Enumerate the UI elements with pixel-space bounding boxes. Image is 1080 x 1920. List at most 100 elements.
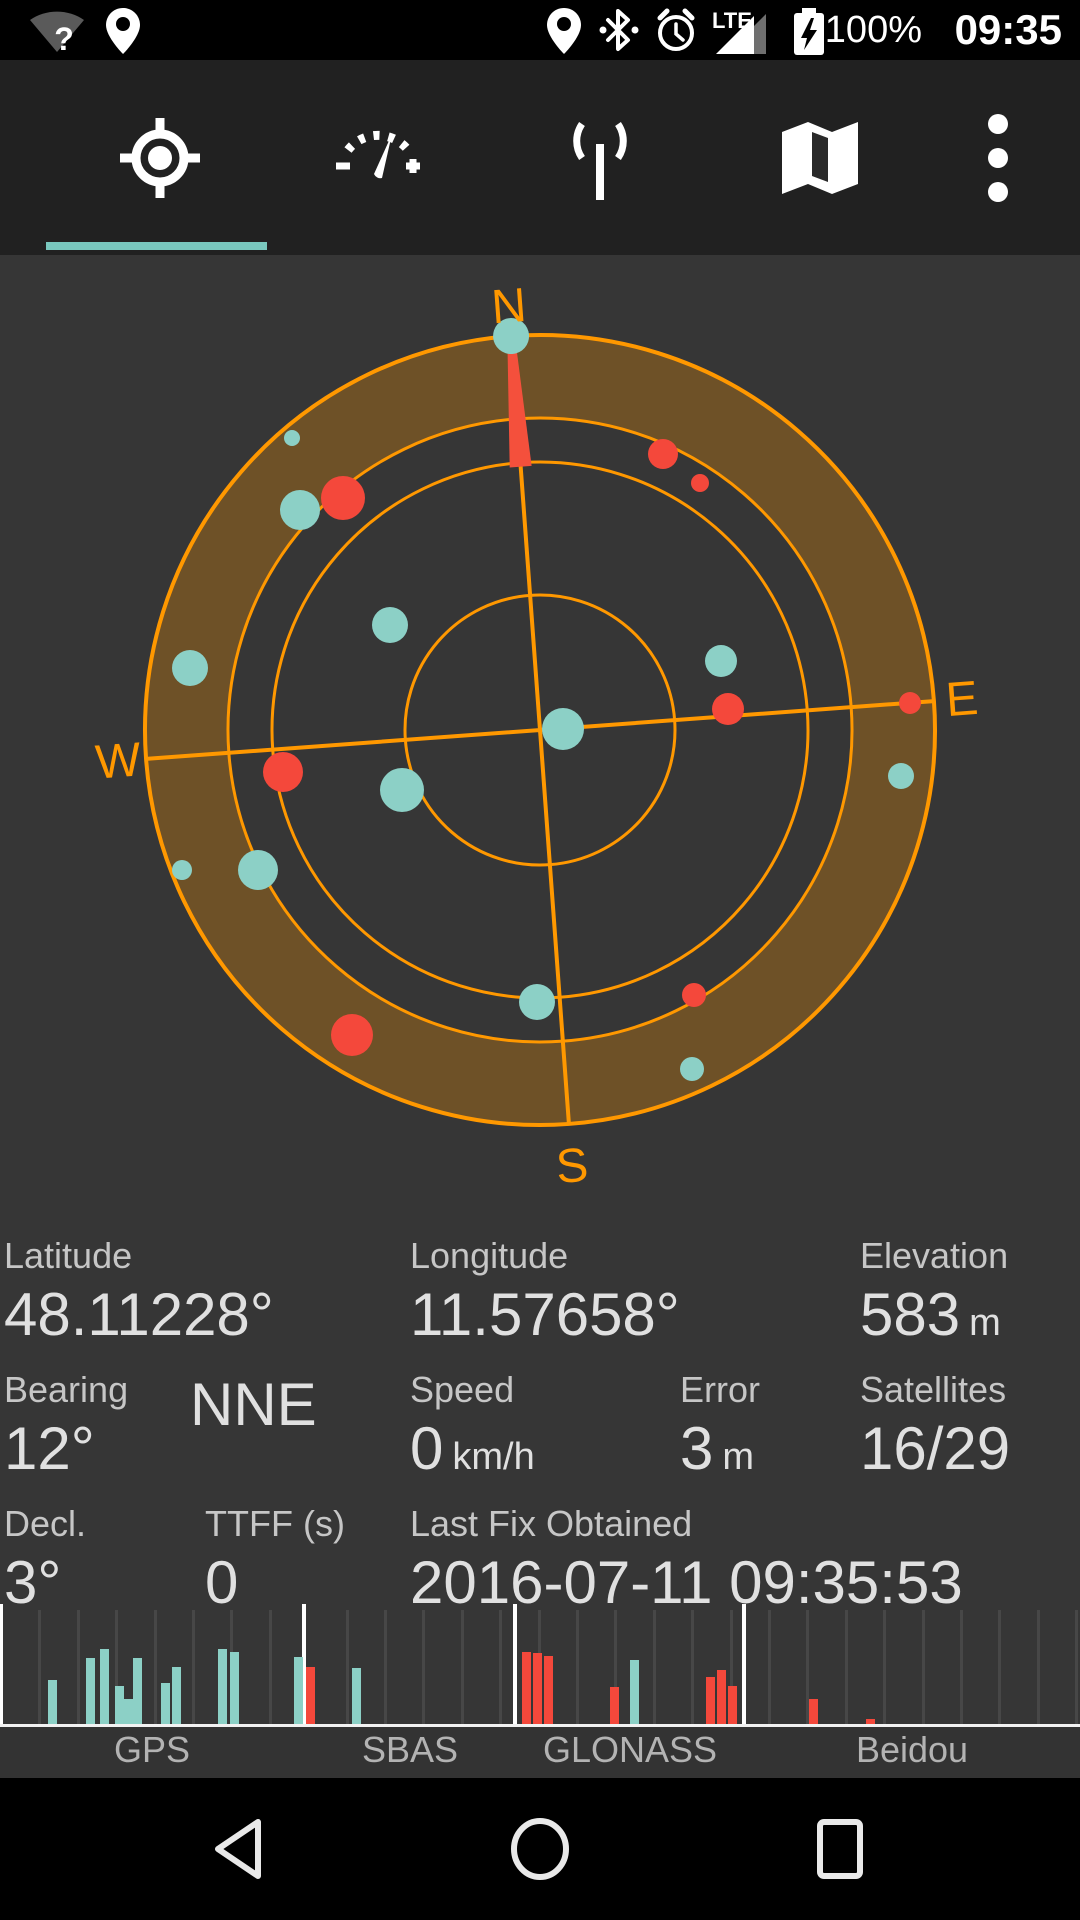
info-field-label: Elevation [860,1235,1009,1276]
info-field-value: 0 km/h [410,1415,535,1482]
signal-bar [717,1670,726,1724]
chart-gridline [730,1610,733,1727]
chart-gridline [998,1610,1001,1727]
info-field-unit: m [722,1436,755,1478]
satellite-dot [380,768,424,812]
home-button[interactable] [440,1778,640,1920]
info-field-last_fix: Last Fix Obtained 2016-07-11 09:35:53 [410,1502,963,1616]
signal-bar [352,1668,361,1724]
battery-percentage: 100% [824,9,922,51]
info-field-speed: Speed 0 km/h [410,1368,535,1490]
chart-gridline [614,1610,617,1727]
info-field-label: Error [680,1369,760,1410]
satellite-dot [691,474,709,492]
signal-bar [172,1667,181,1724]
info-field-label: Longitude [410,1235,569,1276]
status-clock: 09:35 [954,6,1062,53]
chart-gridline [346,1610,349,1727]
location-pin-icon [547,8,581,54]
chart-gridline [845,1610,848,1727]
info-field-ttff: TTFF (s) 0 [205,1502,345,1616]
signal-bar [86,1658,95,1724]
constellation-separator [302,1604,306,1727]
info-field-label: Bearing [4,1369,129,1410]
compass-label-east: E [944,672,980,727]
info-field-satellites: Satellites 16/29 [860,1368,1010,1482]
home-icon [511,1818,569,1880]
recents-button[interactable] [740,1778,940,1920]
signal-bar [610,1687,619,1724]
signal-bar [133,1658,142,1724]
info-field-value: NNE [190,1371,317,1438]
signal-bar [809,1699,818,1724]
satellite-dot [648,439,678,469]
info-field-latitude: Latitude 48.11228° [4,1234,274,1348]
speedometer-icon [336,130,420,178]
tab-satellites[interactable] [492,60,708,255]
constellation-separator [513,1604,517,1727]
chart-gridline [960,1610,963,1727]
chart-gridline [883,1610,886,1727]
info-field-bearing_dir: NNE [190,1368,317,1438]
signal-bar [294,1657,303,1724]
signal-bar [706,1677,715,1724]
signal-bar [218,1649,227,1724]
signal-strength-chart [0,1604,1080,1727]
map-icon [782,121,858,194]
constellation-labels: GPS SBAS GLONASS Beidou [0,1727,1080,1778]
constellation-label: Beidou [855,1729,969,1770]
back-icon [215,1819,261,1879]
satellite-dot [680,1057,704,1081]
recents-icon [817,1819,863,1879]
chart-gridline [653,1610,656,1727]
info-field-value: 12° [4,1415,95,1482]
chart-gridline [499,1610,502,1727]
signal-bar [522,1652,531,1724]
constellation-label: SBAS [361,1729,459,1770]
active-tab-underline [46,242,267,250]
chart-gridline [384,1610,387,1727]
tab-bar [0,60,1080,255]
chart-gridline [461,1610,464,1727]
chart-gridline [38,1610,41,1727]
bluetooth-icon [599,9,639,51]
info-field-label: Decl. [4,1503,87,1544]
tab-speedometer[interactable] [270,60,486,255]
compass-rose: N E S W [94,279,980,1194]
info-field-value: 16/29 [860,1415,1011,1482]
chart-gridline [115,1610,118,1727]
satellite-dot [682,983,706,1007]
compass-needle [507,339,532,468]
info-field-value: 3° [4,1549,62,1616]
tab-map[interactable] [712,60,928,255]
wifi-unknown-icon: ? [30,11,84,57]
signal-bar [630,1660,639,1724]
chart-gridline [922,1610,925,1727]
info-field-value: 583 m [860,1281,1001,1348]
alarm-clock-icon [657,8,695,51]
satellite-dot [321,476,365,520]
signal-bar [48,1680,57,1724]
tab-gps-fix[interactable] [52,60,268,255]
gps-fix-icon [120,117,200,198]
info-field-bearing: Bearing 12° [4,1368,128,1482]
satellite-dot [705,645,737,677]
chart-baseline [0,1724,1080,1727]
info-field-error: Error 3 m [680,1368,760,1490]
satellite-sky-plot: N E S W [94,279,980,1194]
constellation-label: GPS [113,1729,191,1770]
info-field-label: Last Fix Obtained [410,1503,693,1544]
chart-gridline [691,1610,694,1727]
back-button[interactable] [140,1778,340,1920]
signal-bar [728,1686,737,1724]
satellite-dot [263,752,303,792]
compass-label-north: N [490,279,528,334]
signal-bar [161,1683,170,1724]
tab-overflow-menu[interactable] [890,60,1080,255]
satellite-dot [172,860,192,880]
north-marker-dot [493,318,530,355]
info-field-value: 0 [205,1549,239,1616]
satellite-dot [712,693,744,725]
